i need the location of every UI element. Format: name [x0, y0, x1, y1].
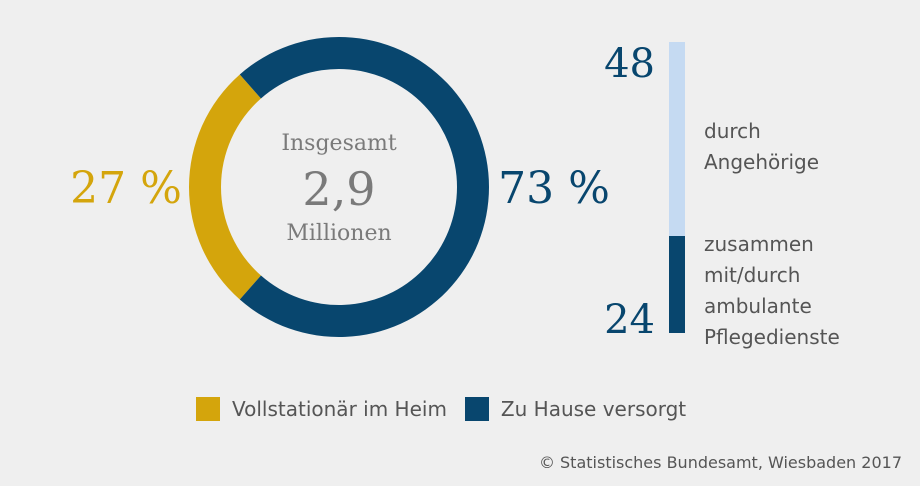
donut-label-heim: 27 % — [70, 163, 182, 214]
legend: Vollstationär im Heim Zu Hause versorgt — [196, 397, 704, 421]
bar-description-0-line-1: Angehörige — [704, 150, 819, 174]
donut-center-value: 2,9 — [302, 162, 375, 216]
bar-segment-1 — [669, 236, 685, 333]
donut-center-line1: Insgesamt — [281, 131, 397, 156]
bar-value-label-0: 48 — [604, 41, 655, 87]
bar-description-1-line-2: ambulante — [704, 294, 812, 318]
bar-segment-0 — [669, 42, 685, 236]
donut-slice-1 — [239, 37, 489, 337]
donut-label-zuhause: 73 % — [498, 163, 610, 214]
bar-value-label-1: 24 — [604, 297, 655, 343]
legend-swatch-zuhause — [464, 397, 489, 421]
copyright-text: © Statistisches Bundesamt, Wiesbaden 201… — [538, 453, 902, 472]
legend-label-zuhause: Zu Hause versorgt — [500, 397, 687, 421]
legend-swatch-heim — [196, 397, 220, 421]
bar-description-1-line-1: mit/durch — [704, 263, 800, 287]
legend-item-heim: Vollstationär im Heim — [196, 397, 447, 421]
donut-center-line3: Millionen — [286, 221, 391, 246]
legend-label-heim: Vollstationär im Heim — [232, 397, 447, 421]
bar-description-0-line-0: durch — [704, 119, 761, 143]
bar-description-1-line-3: Pflegedienste — [704, 325, 840, 349]
legend-item-zuhause: Zu Hause versorgt — [464, 397, 687, 421]
donut-slice-0 — [189, 74, 261, 300]
bar-description-1-line-0: zusammen — [704, 232, 814, 256]
